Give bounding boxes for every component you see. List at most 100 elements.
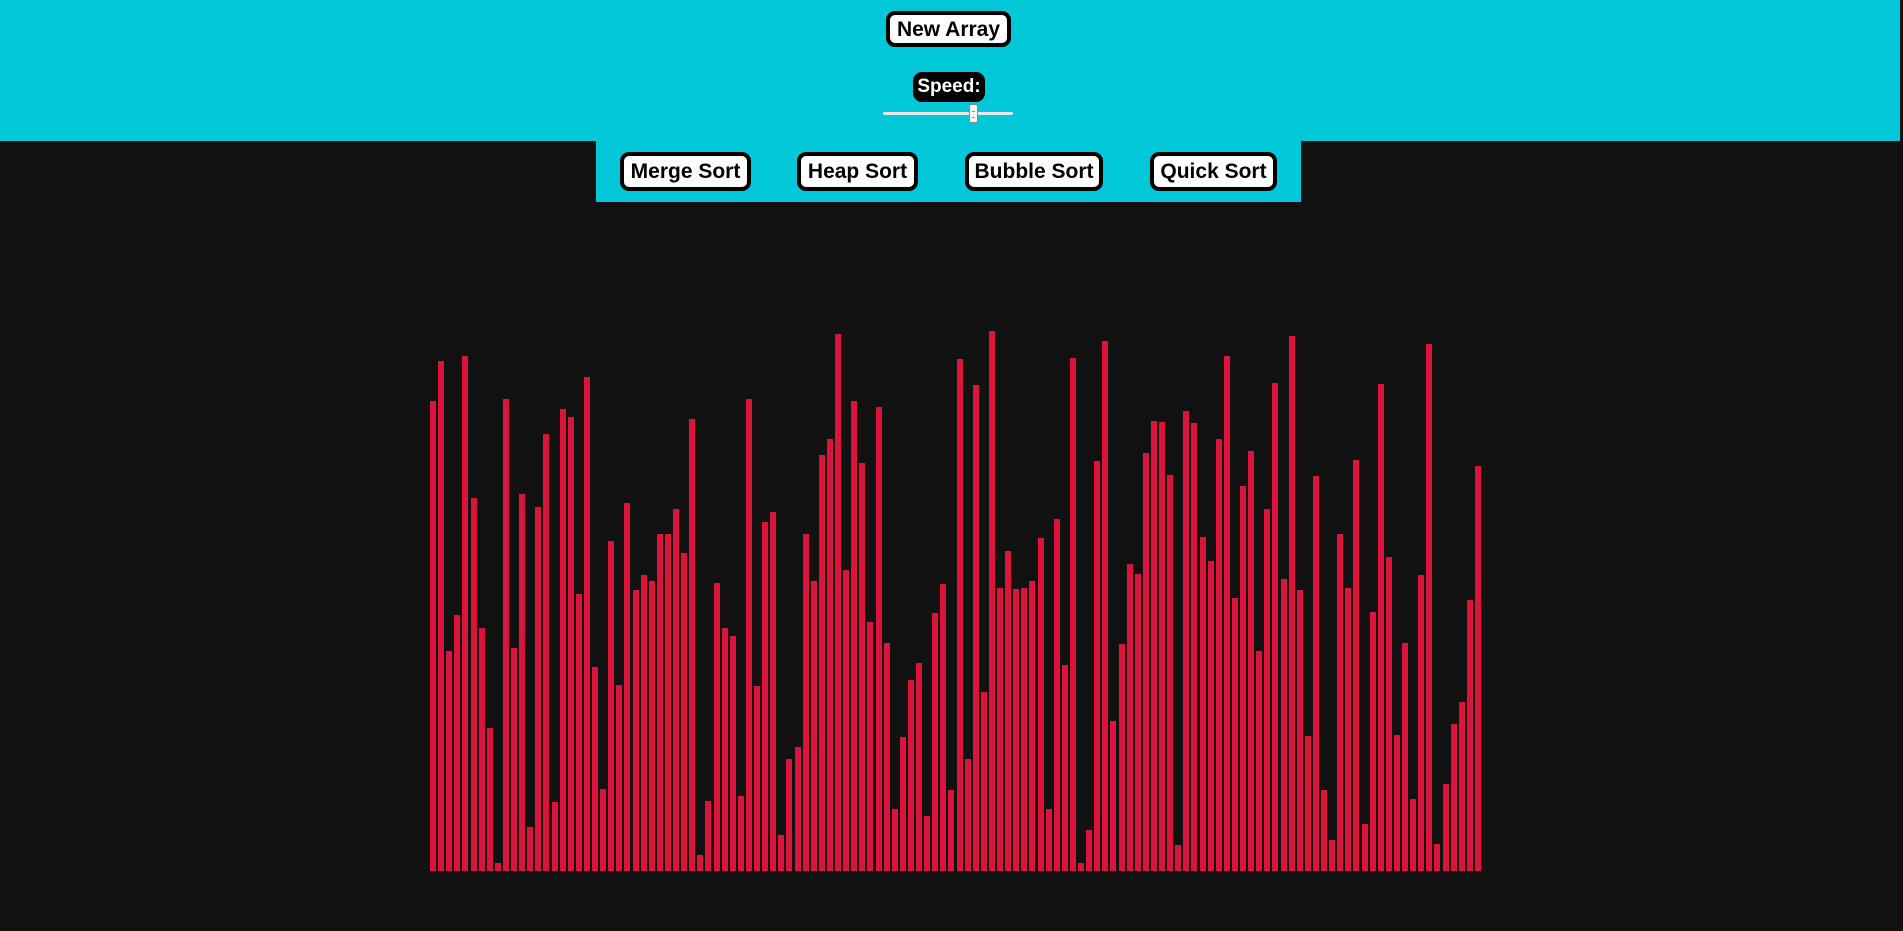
- array-bar: [656, 534, 663, 871]
- array-bar: [1167, 475, 1174, 871]
- bubble-sort-button[interactable]: Bubble Sort: [965, 152, 1103, 191]
- header-bar: New Array Speed:: [0, 0, 1900, 141]
- array-bar: [1118, 644, 1125, 871]
- array-bar: [470, 498, 477, 871]
- array-bar: [535, 507, 542, 871]
- array-bar: [705, 801, 712, 871]
- array-bar: [1426, 344, 1433, 871]
- array-bar: [948, 790, 955, 871]
- array-bar: [1466, 600, 1473, 871]
- array-bar: [1248, 451, 1255, 871]
- array-bar: [786, 759, 793, 871]
- array-bar: [697, 855, 704, 871]
- array-bar: [737, 796, 744, 871]
- array-bar: [673, 509, 679, 871]
- array-bar: [1094, 461, 1101, 871]
- array-bar: [462, 356, 469, 871]
- array-bar: [883, 643, 890, 871]
- speed-slider-handle[interactable]: [968, 104, 978, 123]
- array-bar: [891, 809, 898, 871]
- array-bar: [1053, 519, 1060, 871]
- array-bar: [1385, 557, 1392, 871]
- array-bar: [1021, 588, 1028, 871]
- array-bar: [592, 667, 598, 871]
- array-bar: [997, 588, 1003, 871]
- heap-sort-button[interactable]: Heap Sort: [797, 152, 918, 191]
- array-bar: [575, 594, 582, 871]
- array-bar: [713, 583, 720, 871]
- new-array-button[interactable]: New Array: [886, 11, 1011, 47]
- array-bar: [689, 419, 696, 871]
- array-bar: [446, 651, 453, 871]
- array-bar: [770, 512, 777, 871]
- array-bar: [1037, 538, 1044, 871]
- array-bar: [867, 622, 874, 871]
- array-bar: [762, 522, 769, 871]
- merge-sort-button[interactable]: Merge Sort: [620, 152, 751, 191]
- speed-label: Speed:: [913, 72, 985, 102]
- array-bar: [802, 534, 809, 871]
- array-bar: [964, 759, 971, 871]
- array-bar: [1312, 476, 1319, 871]
- array-bar: [1078, 863, 1084, 871]
- array-bar: [1321, 790, 1327, 871]
- array-bar: [583, 377, 590, 871]
- array-bar: [454, 615, 461, 871]
- array-bar: [1474, 466, 1481, 871]
- array-bar: [502, 399, 509, 871]
- array-bar: [745, 399, 752, 871]
- array-bar: [511, 648, 517, 871]
- array-bar: [1191, 423, 1198, 871]
- quick-sort-button[interactable]: Quick Sort: [1150, 152, 1277, 191]
- array-bar: [1288, 336, 1295, 871]
- array-bar: [1256, 651, 1263, 871]
- array-bar: [1393, 735, 1400, 871]
- array-bar: [681, 553, 688, 871]
- array-bar: [778, 835, 785, 871]
- array-bar: [1215, 439, 1222, 871]
- algorithm-panel: Merge Sort Heap Sort Bubble Sort Quick S…: [596, 141, 1301, 202]
- array-bar: [1231, 598, 1238, 871]
- array-bar: [1126, 564, 1133, 871]
- speed-slider-track[interactable]: [883, 112, 1013, 115]
- array-bar: [1183, 411, 1190, 871]
- array-bar: [1272, 383, 1279, 871]
- array-bar: [932, 613, 939, 871]
- array-bar: [835, 334, 841, 871]
- array-bar: [1029, 581, 1036, 871]
- array-bar: [559, 409, 566, 871]
- array-bar: [818, 455, 825, 871]
- array-bar: [940, 584, 947, 871]
- array-bar: [664, 534, 671, 871]
- array-bar: [624, 503, 631, 871]
- array-bar: [478, 628, 485, 871]
- array-bar: [1377, 384, 1384, 871]
- array-bar: [438, 361, 445, 871]
- array-bar: [1369, 612, 1376, 871]
- array-bar: [1069, 358, 1076, 871]
- array-bar: [851, 401, 858, 871]
- array-bar: [980, 692, 987, 871]
- array-bar: [1175, 845, 1182, 871]
- array-bar: [843, 570, 850, 871]
- array-bar: [1353, 460, 1360, 871]
- array-bar: [648, 581, 655, 871]
- array-bar: [1304, 736, 1311, 871]
- array-bar: [1045, 809, 1052, 871]
- array-bar: [551, 802, 558, 871]
- array-bar: [1434, 844, 1441, 871]
- array-bar: [1329, 840, 1336, 871]
- array-bar: [1264, 509, 1271, 871]
- array-bar: [1199, 537, 1206, 871]
- array-bar: [1086, 830, 1093, 871]
- array-bar: [567, 417, 574, 871]
- array-bar: [729, 636, 736, 871]
- array-bar: [1418, 575, 1425, 871]
- array-bar: [754, 686, 760, 871]
- array-bar: [494, 863, 501, 871]
- array-bar: [608, 541, 615, 871]
- array-bar: [1280, 579, 1287, 871]
- array-bar: [810, 581, 817, 871]
- array-bar: [1061, 665, 1068, 871]
- speed-slider[interactable]: [883, 103, 1013, 125]
